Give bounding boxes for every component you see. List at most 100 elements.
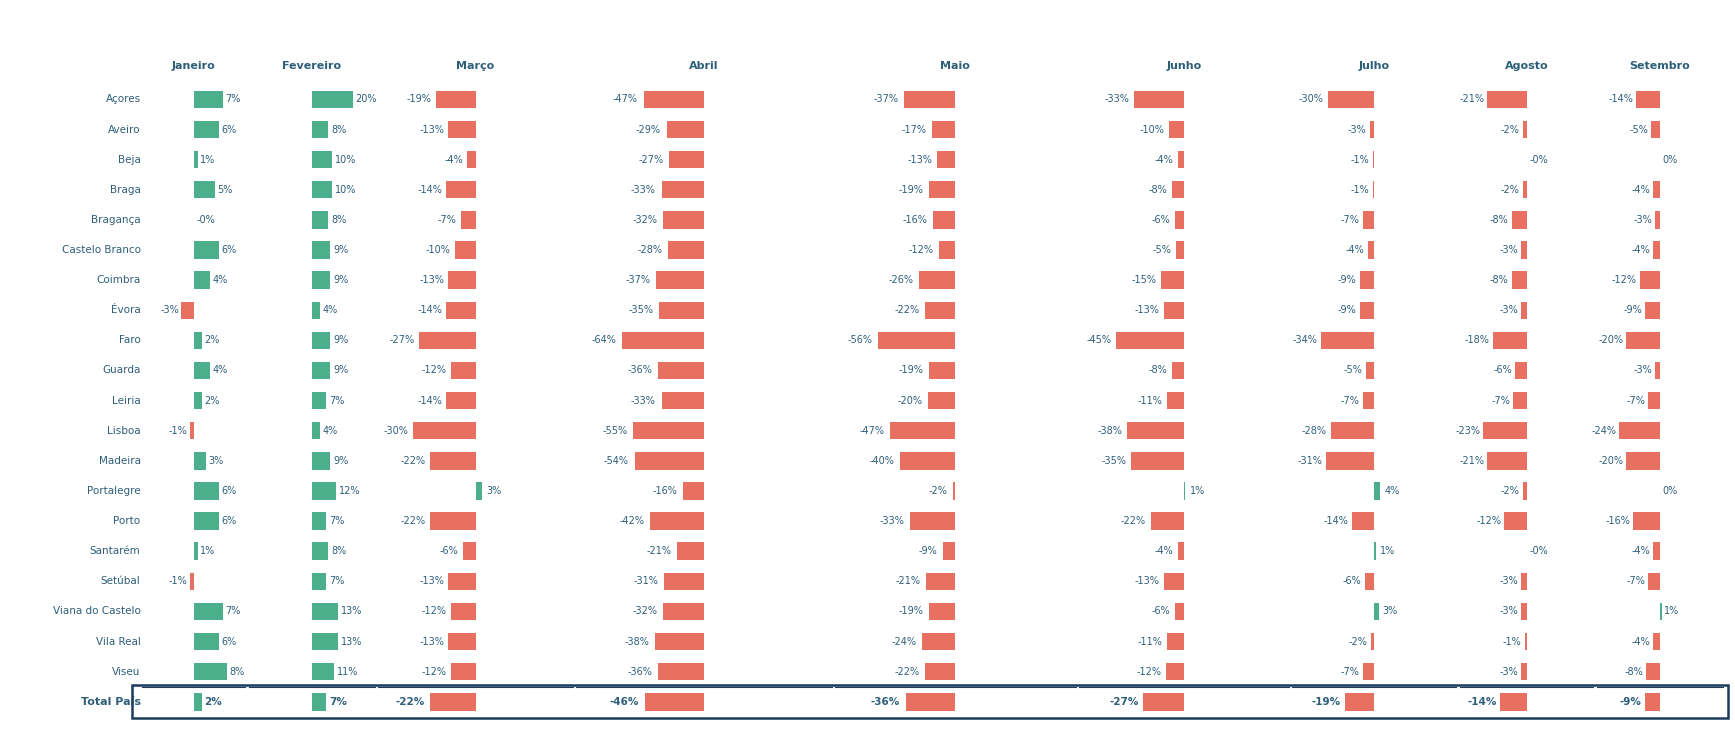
Text: -30%: -30% (1300, 94, 1324, 105)
Bar (1161, 271, 1183, 289)
Text: -32%: -32% (632, 215, 658, 225)
Bar (446, 392, 475, 410)
Text: -19%: -19% (1312, 697, 1341, 707)
Text: -22%: -22% (895, 666, 920, 677)
Bar (312, 151, 331, 169)
Text: -6%: -6% (441, 546, 458, 556)
Text: 3%: 3% (208, 456, 224, 466)
Bar (1126, 422, 1183, 440)
Text: -12%: -12% (1476, 516, 1501, 526)
Bar (189, 422, 194, 440)
Text: Beja: Beja (118, 154, 141, 165)
Text: -4%: -4% (1631, 245, 1650, 255)
Text: -18%: -18% (1464, 335, 1490, 346)
Text: -38%: -38% (625, 636, 649, 647)
Text: -56%: -56% (847, 335, 873, 346)
Bar (430, 693, 475, 711)
Text: Faro: Faro (120, 335, 141, 346)
Bar (663, 211, 704, 229)
Bar (475, 482, 482, 500)
Bar (312, 211, 328, 229)
Text: -14%: -14% (416, 305, 442, 316)
Text: 6%: 6% (220, 245, 236, 255)
Text: Castelo Branco: Castelo Branco (62, 245, 141, 255)
Text: -22%: -22% (396, 697, 425, 707)
Bar (194, 512, 219, 530)
Text: 8%: 8% (331, 215, 347, 225)
Text: -19%: -19% (406, 94, 432, 105)
Text: -13%: -13% (420, 576, 444, 587)
Bar (677, 542, 704, 560)
Text: -12%: -12% (1136, 666, 1161, 677)
Text: -20%: -20% (897, 395, 923, 406)
Bar (420, 331, 475, 349)
Bar (1523, 120, 1527, 139)
Text: 7%: 7% (226, 606, 241, 617)
Text: 4%: 4% (1385, 486, 1400, 496)
Bar (1653, 633, 1660, 651)
Text: -16%: -16% (902, 215, 928, 225)
Bar (923, 633, 956, 651)
Text: -3%: -3% (1633, 215, 1652, 225)
Bar (312, 542, 328, 560)
Text: -32%: -32% (632, 606, 658, 617)
Text: -3%: -3% (1499, 576, 1518, 587)
Text: -11%: -11% (1138, 636, 1162, 647)
Bar (661, 181, 704, 199)
Bar (312, 331, 330, 349)
Text: -4%: -4% (1346, 245, 1364, 255)
Text: -22%: -22% (401, 456, 425, 466)
Bar (455, 241, 475, 259)
Bar (1655, 211, 1660, 229)
Bar (312, 482, 337, 500)
Bar (1522, 663, 1527, 681)
Bar (906, 693, 956, 711)
Text: 6%: 6% (220, 516, 236, 526)
Bar (1116, 331, 1183, 349)
Text: Março: Março (456, 61, 494, 71)
Bar (1619, 422, 1660, 440)
Text: -40%: -40% (869, 456, 895, 466)
Bar (1367, 241, 1374, 259)
Text: -10%: -10% (1140, 124, 1164, 135)
Bar (1492, 331, 1527, 349)
Bar (1135, 90, 1183, 108)
Bar (1522, 301, 1527, 319)
Text: -1%: -1% (1350, 184, 1369, 195)
Bar (1178, 151, 1183, 169)
Bar (312, 392, 326, 410)
Text: -45%: -45% (1086, 335, 1112, 346)
Text: Total País: Total País (80, 697, 141, 707)
Bar (312, 361, 330, 380)
Bar (1168, 633, 1183, 651)
Bar (670, 151, 704, 169)
Bar (1331, 422, 1374, 440)
Text: -5%: -5% (1629, 124, 1648, 135)
Bar (451, 361, 475, 380)
Bar (1504, 512, 1527, 530)
Text: Madeira: Madeira (99, 456, 141, 466)
Bar (1522, 602, 1527, 620)
Text: Porto: Porto (113, 516, 141, 526)
Text: Leiria: Leiria (111, 395, 141, 406)
Bar (656, 633, 704, 651)
Text: -31%: -31% (1298, 456, 1322, 466)
Bar (194, 693, 203, 711)
Text: -8%: -8% (1490, 275, 1508, 285)
Bar (1648, 572, 1660, 590)
Text: Évora: Évora (111, 305, 141, 316)
Text: Fevereiro: Fevereiro (283, 61, 342, 71)
Text: -36%: -36% (871, 697, 900, 707)
Text: -33%: -33% (632, 395, 656, 406)
Text: 1%: 1% (200, 154, 215, 165)
Text: 1%: 1% (1190, 486, 1206, 496)
Bar (1150, 512, 1183, 530)
Bar (194, 602, 224, 620)
Text: -3%: -3% (1499, 305, 1518, 316)
Bar (1369, 120, 1374, 139)
Text: Setúbal: Setúbal (101, 576, 141, 587)
Bar (312, 181, 331, 199)
Text: -26%: -26% (888, 275, 914, 285)
Text: -12%: -12% (422, 606, 446, 617)
Text: -12%: -12% (422, 666, 446, 677)
